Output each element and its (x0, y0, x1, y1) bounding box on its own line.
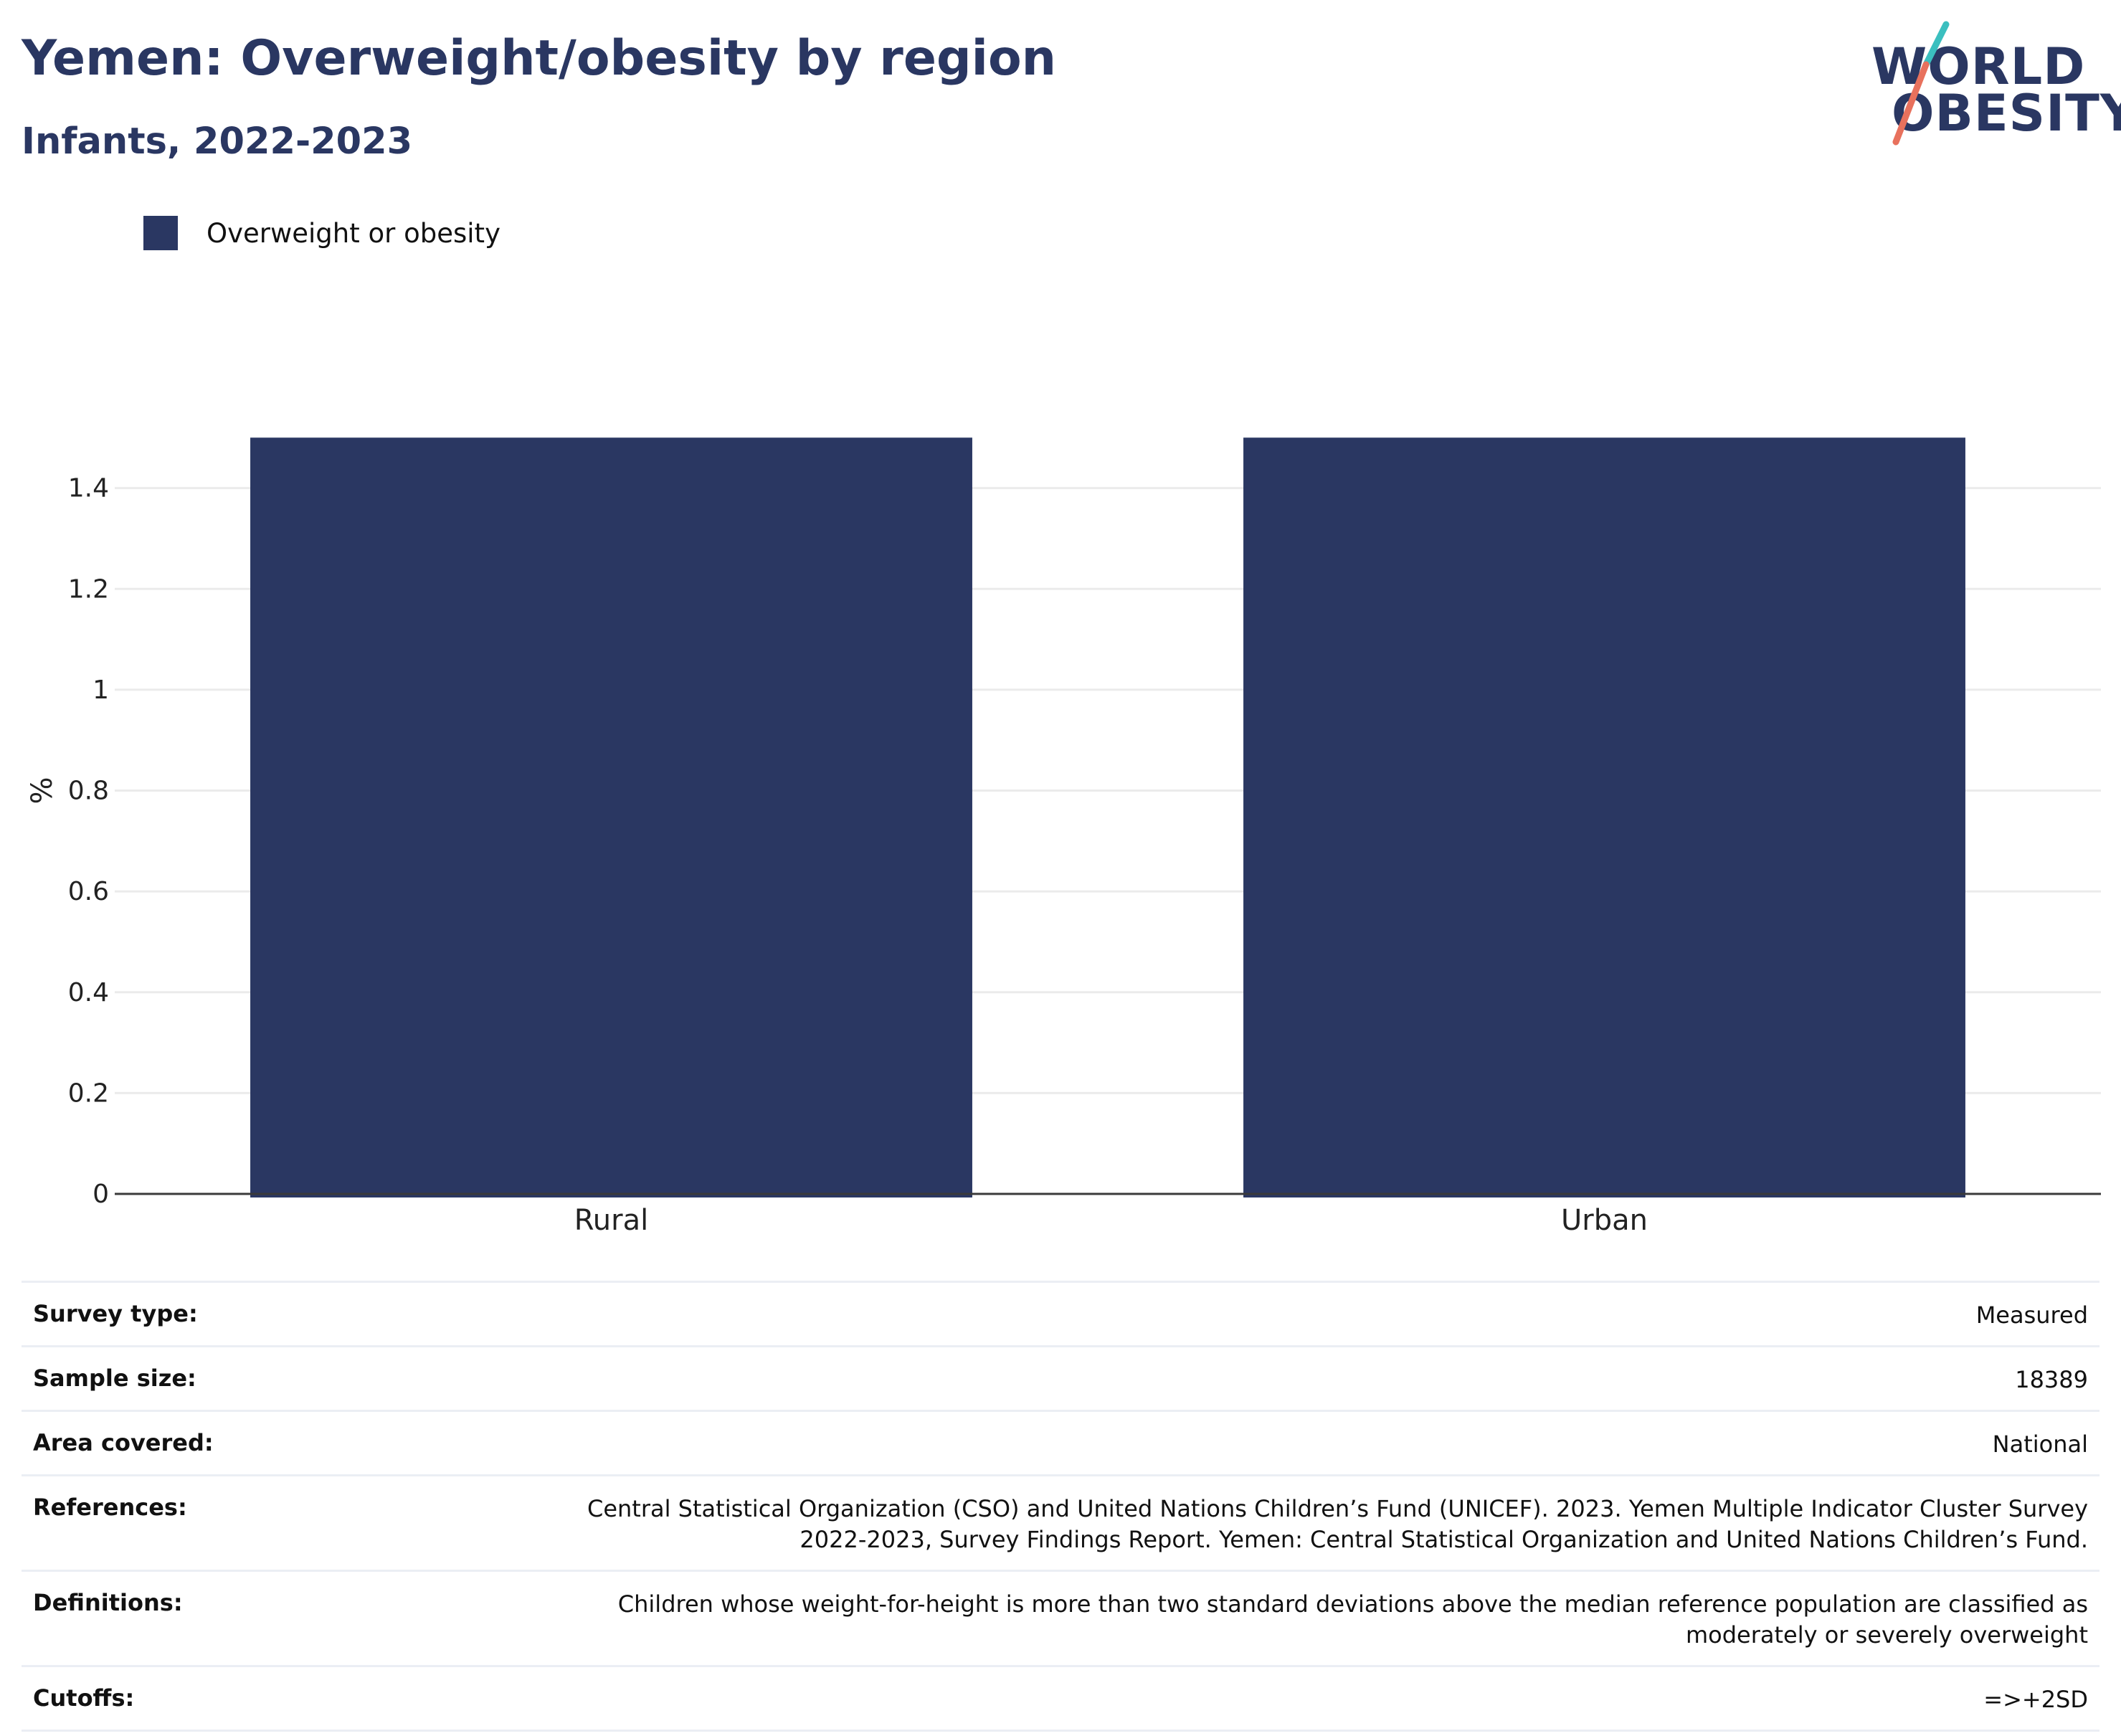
chart-legend[interactable]: Overweight or obesity (143, 215, 500, 251)
info-row: Sample size: 18389 (22, 1345, 2099, 1410)
y-tick-label: 0.2 (68, 1078, 109, 1108)
y-tick-label: 0.8 (68, 777, 109, 806)
bar (250, 437, 972, 1197)
legend-swatch (143, 216, 178, 250)
x-category-label: Rural (574, 1204, 648, 1237)
bar (1243, 437, 1965, 1197)
info-key: References: (33, 1494, 187, 1521)
y-tick-label: 0.6 (68, 877, 109, 906)
info-key: Cutoffs: (33, 1684, 135, 1712)
info-key: Definitions: (33, 1589, 183, 1616)
y-tick-label: 1.2 (68, 574, 109, 604)
world-obesity-logo[interactable]: WORLD OBESITY (1871, 20, 2121, 153)
info-key: Survey type: (33, 1300, 198, 1327)
info-value: Children whose weight-for-height is more… (617, 1590, 2088, 1649)
info-key: Sample size: (33, 1365, 196, 1392)
info-value: National (1992, 1431, 2088, 1458)
info-value: Measured (1975, 1301, 2088, 1329)
info-value: 18389 (2015, 1366, 2088, 1393)
info-row: Definitions: Children whose weight-for-he… (22, 1570, 2099, 1665)
bar-chart: 0 0.2 0.4 0.6 0.8 1 1.2 1.4 Rural Urban% (26, 437, 2101, 1237)
info-value: =>+2SD (1983, 1686, 2088, 1713)
y-tick-label: 0.4 (68, 978, 109, 1007)
y-tick-label: 0 (92, 1180, 109, 1209)
info-row: References: Central Statistical Organizat… (22, 1474, 2099, 1570)
x-category-label: Urban (1561, 1204, 1648, 1237)
y-tick-label: 1 (92, 675, 109, 705)
info-value: Central Statistical Organization (CSO) a… (587, 1495, 2088, 1553)
y-tick-label: 1.4 (68, 474, 109, 503)
info-row: Cutoffs: =>+2SD (22, 1665, 2099, 1732)
info-row: Survey type: Measured (22, 1281, 2099, 1345)
logo-word-2: OBESITY (1892, 84, 2121, 143)
page-subtitle: Infants, 2022-2023 (22, 120, 413, 163)
info-row: Area covered: National (22, 1410, 2099, 1474)
survey-info-table: Survey type: Measured Sample size: 18389 Are… (22, 1281, 2099, 1732)
logo-word-1: WORLD (1871, 37, 2086, 96)
y-axis-label: % (26, 777, 59, 804)
info-key: Area covered: (33, 1429, 214, 1456)
logo-slash-icon (1892, 21, 1950, 146)
legend-label: Overweight or obesity (207, 217, 500, 249)
page-title: Yemen: Overweight/obesity by region (22, 30, 1057, 87)
